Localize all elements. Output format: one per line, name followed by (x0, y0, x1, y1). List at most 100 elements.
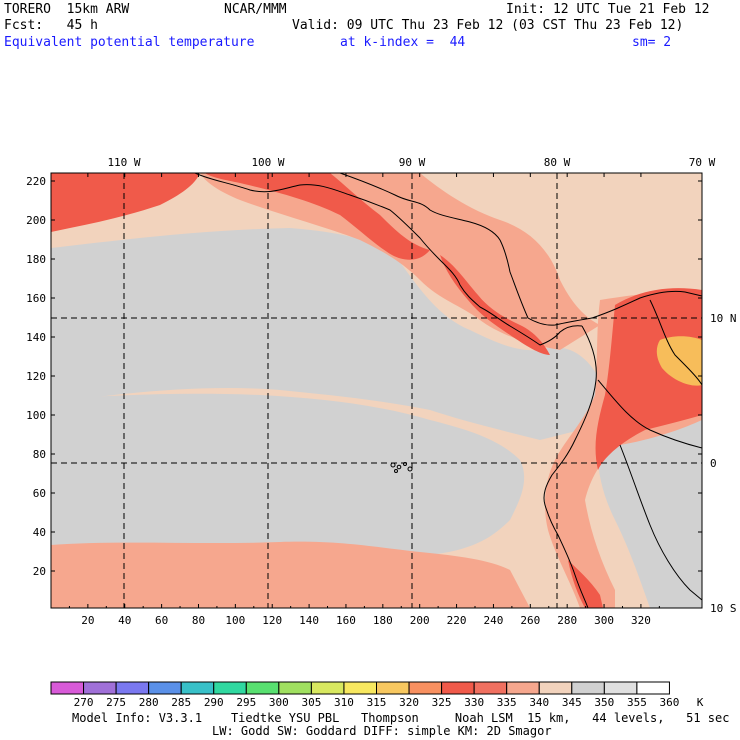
gray-region-north (51, 228, 604, 440)
y-tick-label: 140 (26, 331, 46, 344)
colorbar-label: 310 (334, 696, 354, 709)
coastlines (194, 173, 702, 608)
colorbar-swatch (115, 681, 150, 695)
red-region-colombia (595, 288, 702, 470)
colorbar-swatch (376, 681, 410, 695)
longitude-label: 80 W (544, 156, 571, 169)
model-info: Model Info: V3.3.1 Tiedtke YSU PBL Thomp… (72, 711, 730, 725)
valid-time: Valid: 09 UTC Thu 23 Feb 12 (03 CST Thu … (292, 18, 684, 33)
colorbar-label: 295 (236, 696, 256, 709)
colorbar-swatch (50, 681, 85, 695)
x-tick-label: 260 (520, 614, 540, 627)
init-time: Init: 12 UTC Tue 21 Feb 12 (506, 2, 710, 17)
physics-info: LW: Godd SW: Goddard DIFF: simple KM: 2D… (212, 724, 552, 738)
y-tick-label: 180 (26, 253, 46, 266)
x-tick-label: 280 (557, 614, 577, 627)
colorbar-swatch (506, 681, 540, 695)
colorbar-swatch (473, 681, 508, 695)
x-tick-label: 160 (336, 614, 356, 627)
colorbar-label: 275 (106, 696, 126, 709)
x-tick-label: 320 (631, 614, 651, 627)
colorbar-swatch (148, 681, 182, 695)
border-andes (619, 444, 702, 601)
org-label: NCAR/MMM (224, 2, 287, 17)
colorbar-swatch (213, 681, 247, 695)
y-tick-label: 40 (33, 526, 46, 539)
colorbar-swatch (180, 681, 215, 695)
red-region-central-america (440, 255, 550, 355)
y-tick-label: 160 (26, 292, 46, 305)
smoothing: sm= 2 (632, 35, 672, 50)
latitude-label: 10 S (710, 602, 737, 615)
x-tick-label: 120 (262, 614, 282, 627)
colorbar-label: 340 (529, 696, 549, 709)
x-tick-label: 300 (594, 614, 614, 627)
colorbar-swatch (83, 681, 117, 695)
colorbar-labels: 270 275 280 285 290 295 300 305 310 315 320 325 330 3… (74, 696, 704, 709)
colorbar-label: 315 (367, 696, 387, 709)
map-field (51, 173, 702, 608)
latitude-label: 10 N (710, 312, 737, 325)
plot-frame (50, 172, 703, 609)
red-region-peru (568, 560, 603, 608)
colorbar-label: 325 (432, 696, 452, 709)
colorbar-swatch (278, 681, 312, 695)
colorbar-label: 305 (301, 696, 321, 709)
longitude-label: 100 W (251, 156, 284, 169)
colorbar-swatch (571, 681, 605, 695)
colorbar-label: 345 (562, 696, 582, 709)
colorbar-label: 290 (204, 696, 224, 709)
colorbar-boxes (50, 681, 670, 695)
orange-spot-venezuela (656, 336, 702, 386)
colorbar-label: 330 (464, 696, 484, 709)
y-tick-label: 80 (33, 448, 46, 461)
x-tick-label: 40 (118, 614, 131, 627)
y-tick-label: 120 (26, 370, 46, 383)
colorbar-label: 285 (171, 696, 191, 709)
longitude-label: 90 W (399, 156, 426, 169)
longitude-label: 70 W (689, 156, 716, 169)
coastline-caribbean (339, 173, 702, 326)
coastline-mexico-central-america (194, 173, 583, 346)
colorbar-unit: K (697, 696, 704, 709)
colorbar-swatch (343, 681, 378, 695)
red-region-mexico-coast (205, 173, 430, 260)
colorbar-swatch (245, 681, 280, 695)
coastline-south-america-west (543, 325, 597, 608)
y-tick-label: 20 (33, 565, 46, 578)
colorbar-label: 355 (627, 696, 647, 709)
latitude-label: 0 (710, 457, 717, 470)
x-tick-label: 200 (410, 614, 430, 627)
colorbar-label: 335 (497, 696, 517, 709)
x-tick-label: 220 (447, 614, 467, 627)
model-title: TORERO 15km ARW (4, 2, 130, 17)
graticule (51, 173, 702, 608)
colorbar-swatch (636, 681, 670, 695)
x-tick-label: 240 (484, 614, 504, 627)
colorbar-label: 320 (399, 696, 419, 709)
x-tick-label: 60 (155, 614, 168, 627)
colorbar-label: 350 (594, 696, 614, 709)
colorbar-swatch (441, 681, 475, 695)
colorbar-label: 280 (139, 696, 159, 709)
level-index: at k-index = 44 (340, 35, 466, 50)
colorbar-label: 270 (74, 696, 94, 709)
colorbar-swatch (603, 681, 638, 695)
red-region-northwest (51, 173, 200, 232)
colorbar-swatch (310, 681, 345, 695)
colorbar-swatch (408, 681, 443, 695)
gray-region-south (51, 393, 525, 570)
longitude-labels: 110 W 100 W 90 W 80 W 70 W (107, 156, 715, 169)
latitude-labels: 10 N 0 10 S (710, 312, 737, 615)
forecast-hour: Fcst: 45 h (4, 18, 98, 33)
border-colombia-venezuela (649, 299, 702, 386)
border-peru-brazil (597, 379, 702, 449)
longitude-label: 110 W (107, 156, 140, 169)
colorbar-label: 360 (660, 696, 680, 709)
x-tick-label: 20 (81, 614, 94, 627)
salmon-central-america (200, 173, 600, 350)
x-tick-label: 80 (192, 614, 205, 627)
y-tick-label: 200 (26, 214, 46, 227)
